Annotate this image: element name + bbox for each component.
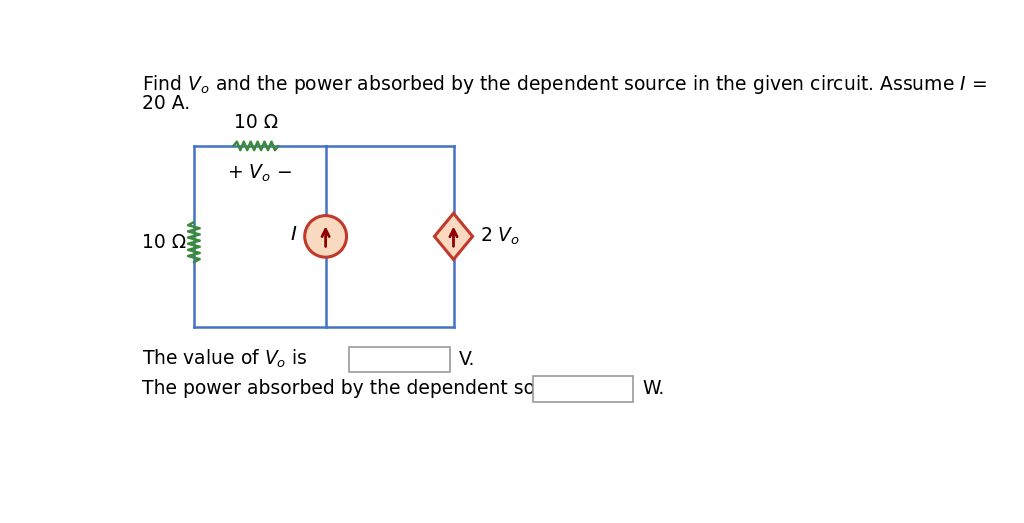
Text: V.: V.: [459, 350, 475, 369]
Text: 2 $V_o$: 2 $V_o$: [480, 226, 520, 247]
Text: W.: W.: [643, 379, 665, 398]
Circle shape: [305, 215, 346, 257]
Text: 10 Ω: 10 Ω: [233, 113, 278, 132]
Text: 10 Ω: 10 Ω: [142, 233, 186, 252]
FancyBboxPatch shape: [532, 376, 633, 402]
Text: Find $V_o$ and the power absorbed by the dependent source in the given circuit. : Find $V_o$ and the power absorbed by the…: [142, 73, 987, 96]
Text: $I$: $I$: [291, 224, 298, 244]
Text: + $V_o$ −: + $V_o$ −: [227, 163, 292, 184]
Text: The power absorbed by the dependent source is: The power absorbed by the dependent sour…: [142, 379, 597, 398]
FancyBboxPatch shape: [349, 347, 450, 372]
Text: The value of $V_o$ is: The value of $V_o$ is: [142, 348, 307, 370]
Polygon shape: [434, 213, 472, 259]
Text: 20 A.: 20 A.: [142, 94, 190, 113]
